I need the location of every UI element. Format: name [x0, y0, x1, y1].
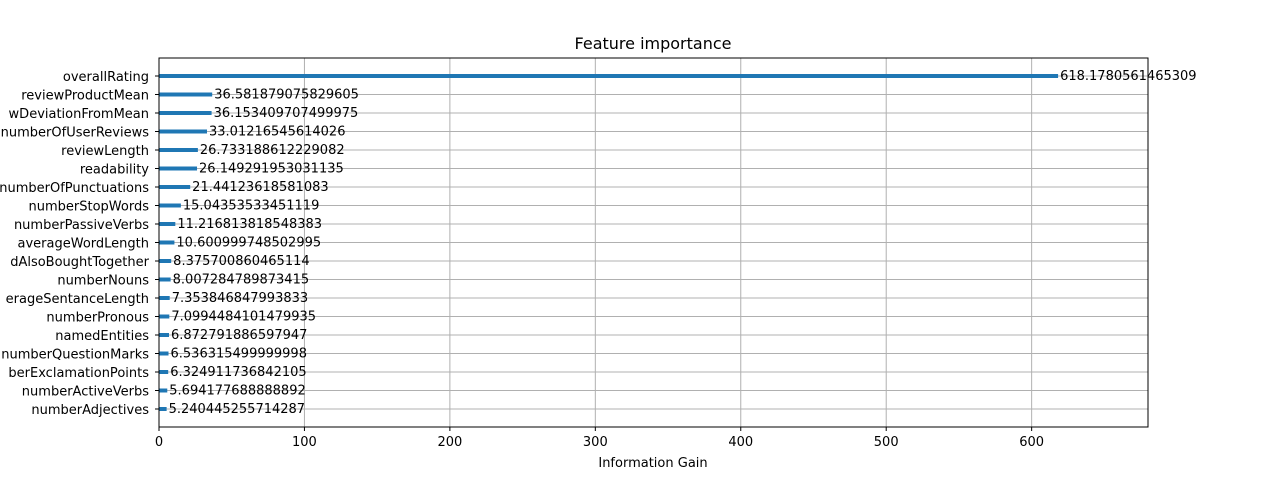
bar-value-label: 8.375700860465114: [173, 254, 309, 269]
bar: [159, 129, 208, 134]
y-tick-label: numberStopWords: [29, 200, 150, 215]
bar: [159, 240, 175, 245]
bar: [159, 222, 176, 226]
y-tick-label: berExclamationPoints: [8, 366, 149, 381]
y-tick-label: numberPassiveVerbs: [14, 218, 149, 233]
bar-value-label: 6.872791886597947: [171, 328, 307, 343]
bar-value-label: 36.153409707499975: [214, 106, 359, 121]
bar: [159, 166, 198, 171]
y-tick-label: dAlsoBoughtTogether: [10, 255, 149, 270]
bar-value-label: 21.44123618581083: [192, 180, 328, 195]
bar-value-label: 26.733188612229082: [200, 143, 345, 158]
bar: [159, 111, 212, 115]
grid-layer: [158, 58, 1148, 427]
y-tick-label: erageSentanceLength: [6, 292, 149, 307]
y-tick-label: overallRating: [63, 70, 149, 85]
bar-value-label: 7.353846847993833: [172, 291, 308, 306]
y-tick-label: averageWordLength: [18, 237, 149, 252]
bar-value-label: 5.694177688888892: [169, 384, 305, 399]
bar-value-label: 6.536315499999998: [171, 347, 307, 362]
x-axis-label: Information Gain: [598, 456, 707, 471]
bar: [159, 388, 168, 393]
y-tick-label: numberOfPunctuations: [0, 181, 149, 196]
y-tick-label: numberActiveVerbs: [22, 385, 149, 400]
bar: [159, 277, 171, 282]
bar: [159, 370, 169, 374]
bar: [159, 74, 1059, 78]
bar: [159, 259, 172, 263]
bar-value-label: 33.01216545614026: [209, 125, 345, 140]
y-tick-label: numberOfUserReviews: [1, 126, 150, 141]
bar: [159, 333, 169, 337]
bar-value-label: 7.0994484101479935: [171, 310, 316, 325]
bar-value-label: 10.600999748502995: [176, 236, 321, 251]
y-tick-label: wDeviationFromMean: [9, 107, 149, 122]
bars-layer: [159, 74, 1059, 411]
y-tick-label: reviewProductMean: [21, 89, 149, 104]
bar: [159, 351, 169, 356]
y-tick-label: numberQuestionMarks: [1, 348, 149, 363]
x-tick-label: 400: [728, 435, 753, 450]
y-tick-label: numberAdjectives: [31, 403, 149, 418]
bar-value-label: 26.149291953031135: [199, 162, 344, 177]
x-tick-label: 300: [583, 435, 608, 450]
bar: [159, 296, 170, 300]
bar-value-label: 5.240445255714287: [169, 402, 305, 417]
bar-value-label: 11.216813818548383: [177, 217, 322, 232]
y-tick-label: namedEntities: [55, 329, 149, 344]
bar-value-label: 6.324911736842105: [170, 365, 306, 380]
x-tick-label: 100: [292, 435, 317, 450]
x-tick-label: 600: [1019, 435, 1044, 450]
y-tick-label: numberNouns: [57, 274, 149, 289]
y-tick-label: numberPronous: [46, 311, 149, 326]
bar-value-label: 8.007284789873415: [173, 273, 309, 288]
bar-value-label: 618.1780561465309: [1060, 69, 1196, 84]
labels-layer: overallRating 618.1780561465309 reviewProd…: [0, 69, 1197, 418]
bar: [159, 314, 170, 319]
bar: [159, 185, 191, 189]
bar-value-label: 15.04353533451119: [183, 199, 319, 214]
x-ticks-layer: 0 100 200 300 400 500 600: [155, 75, 1044, 450]
y-tick-label: reviewLength: [61, 144, 149, 159]
bar: [159, 92, 213, 97]
bar-value-label: 36.581879075829605: [214, 88, 359, 103]
bar: [159, 407, 167, 411]
y-tick-label: readability: [80, 163, 149, 178]
x-tick-label: 200: [437, 435, 462, 450]
chart-title: Feature importance: [575, 34, 732, 53]
x-tick-label: 500: [874, 435, 899, 450]
bar: [159, 148, 198, 152]
bar: [159, 203, 181, 208]
x-tick-label: 0: [155, 435, 163, 450]
